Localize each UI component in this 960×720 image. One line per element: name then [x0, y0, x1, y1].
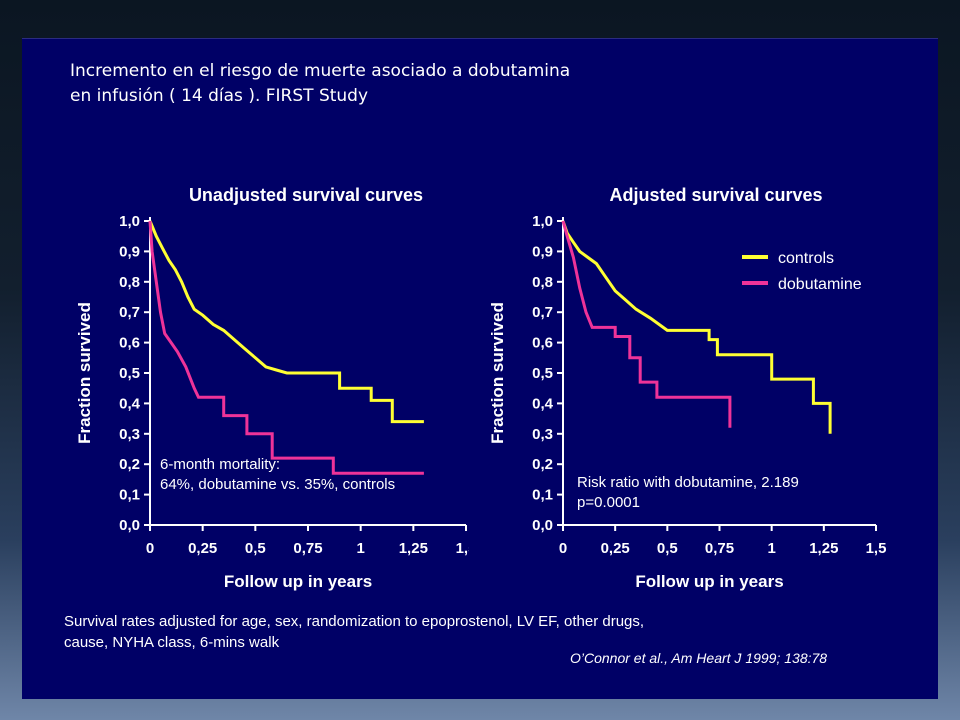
slide-panel: Incremento en el riesgo de muerte asocia…: [22, 38, 938, 699]
charts-canvas: Unadjusted survival curves 0,0 0,1 0,2 0,3 0,…: [56, 169, 903, 599]
adjusted-y-tick-label: 0,3: [532, 426, 553, 443]
adjusted-x-tick-label: 1,25: [809, 540, 838, 557]
unadjusted-dobutamine-curve: [148, 220, 424, 475]
slide-title: Incremento en el riesgo de muerte asocia…: [70, 59, 690, 109]
adjusted-chart-panel: [469, 169, 903, 599]
unadjusted-y-tick-label: 0,7: [119, 304, 140, 321]
adjusted-x-tick-label: 0: [559, 540, 567, 557]
adjusted-x-tick-label: 1: [767, 540, 775, 557]
adjusted-x-tick-label: 0,75: [705, 540, 734, 557]
unadjusted-y-tick-label: 0,4: [119, 395, 141, 412]
adjusted-dobutamine-curve: [561, 220, 732, 428]
adjusted-y-tick-label: 0,9: [532, 243, 553, 260]
unadjusted-y-tick-label: 0,3: [119, 426, 140, 443]
unadjusted-x-tick-label: 0,75: [293, 540, 322, 557]
legend-label-controls: controls: [778, 250, 834, 267]
unadjusted-y-tick-label: 0,1: [119, 487, 140, 504]
adjusted-y-tick-label: 1,0: [532, 213, 553, 230]
adjusted-x-tick-label: 0,25: [601, 540, 630, 557]
unadjusted-y-tick-label: 0,0: [119, 517, 140, 534]
unadjusted-x-tick-label: 0,25: [188, 540, 217, 557]
unadjusted-x-axis-title: Follow up in years: [224, 572, 372, 591]
unadjusted-annotation-line: 6-month mortality:: [160, 456, 280, 473]
unadjusted-y-tick-label: 0,6: [119, 335, 140, 352]
adjusted-y-tick-label: 0,5: [532, 365, 553, 382]
unadjusted-y-axis-title: Fraction survived: [75, 302, 94, 444]
adjusted-annotation-line: p=0.0001: [577, 494, 640, 511]
adjusted-y-axis-title: Fraction survived: [488, 302, 507, 444]
unadjusted-y-tick-label: 0,9: [119, 243, 140, 260]
adjusted-chart-title: Adjusted survival curves: [609, 185, 822, 205]
unadjusted-chart-panel: [56, 169, 490, 599]
adjusted-x-tick-label: 1,5: [866, 540, 887, 557]
unadjusted-x-tick-label: 0,5: [245, 540, 266, 557]
citation: O’Connor et al., Am Heart J 1999; 138:78: [570, 650, 828, 666]
unadjusted-x-tick-label: 0: [146, 540, 154, 557]
adjusted-controls-curve: [561, 220, 832, 434]
slide-title-line: Incremento en el riesgo de muerte asocia…: [70, 61, 571, 81]
adjusted-y-tick-label: 0,1: [532, 487, 553, 504]
unadjusted-y-tick-label: 0,8: [119, 274, 140, 291]
adjusted-y-tick-label: 0,6: [532, 335, 553, 352]
adjusted-x-tick-label: 0,5: [657, 540, 678, 557]
adjusted-x-axis-title: Follow up in years: [635, 572, 783, 591]
adjusted-y-tick-label: 0,4: [532, 395, 554, 412]
legend-label-dobutamine: dobutamine: [778, 276, 862, 293]
adjusted-y-tick-label: 0,2: [532, 456, 553, 473]
unadjusted-y-tick-label: 0,2: [119, 456, 140, 473]
unadjusted-y-tick-label: 0,5: [119, 365, 140, 382]
unadjusted-chart-title: Unadjusted survival curves: [189, 185, 423, 205]
note-line: cause, NYHA class, 6-mins walk: [64, 634, 280, 651]
adjusted-annotation-line: Risk ratio with dobutamine, 2.189: [577, 474, 799, 491]
adjusted-y-tick-label: 0,7: [532, 304, 553, 321]
unadjusted-controls-curve: [148, 220, 424, 424]
unadjusted-x-tick-label: 1: [356, 540, 364, 557]
adjusted-y-tick-label: 0,8: [532, 274, 553, 291]
note-line: Survival rates adjusted for age, sex, ra…: [64, 613, 645, 630]
unadjusted-annotation-line: 64%, dobutamine vs. 35%, controls: [160, 476, 395, 493]
adjusted-y-tick-label: 0,0: [532, 517, 553, 534]
unadjusted-y-tick-label: 1,0: [119, 213, 140, 230]
unadjusted-x-tick-label: 1,25: [399, 540, 428, 557]
slide-title-line: en infusión ( 14 días ). FIRST Study: [70, 86, 369, 106]
adjustment-note: Survival rates adjusted for age, sex, ra…: [64, 611, 824, 653]
